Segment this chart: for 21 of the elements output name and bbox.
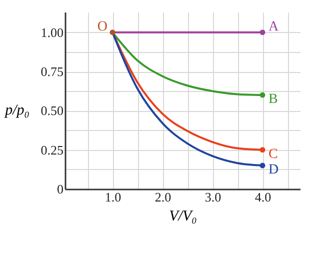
point xyxy=(260,30,266,36)
y-tick-label: 0.25 xyxy=(40,142,64,158)
point xyxy=(260,92,266,98)
series-label: D xyxy=(268,162,279,178)
x-tick-label: 3.0 xyxy=(204,190,222,204)
y-tick-label: 0.75 xyxy=(40,64,64,80)
point xyxy=(260,162,266,168)
y-tick-label: 0.50 xyxy=(40,103,64,118)
point xyxy=(260,147,266,153)
x-axis-title: V/V₀ xyxy=(169,208,197,224)
x-tick-label: 2.0 xyxy=(154,190,172,204)
x-tick-label: 1.0 xyxy=(104,190,122,204)
x-tick-label: 4.0 xyxy=(254,190,272,204)
series-label: C xyxy=(268,146,278,162)
series-label: O xyxy=(97,19,108,34)
series-label: B xyxy=(268,92,278,108)
y-tick-label: 0 xyxy=(57,182,64,196)
point xyxy=(110,30,116,36)
y-tick-label: 1.00 xyxy=(40,24,64,40)
y-axis-title: p/p₀ xyxy=(4,102,30,118)
series-label: A xyxy=(268,19,280,34)
